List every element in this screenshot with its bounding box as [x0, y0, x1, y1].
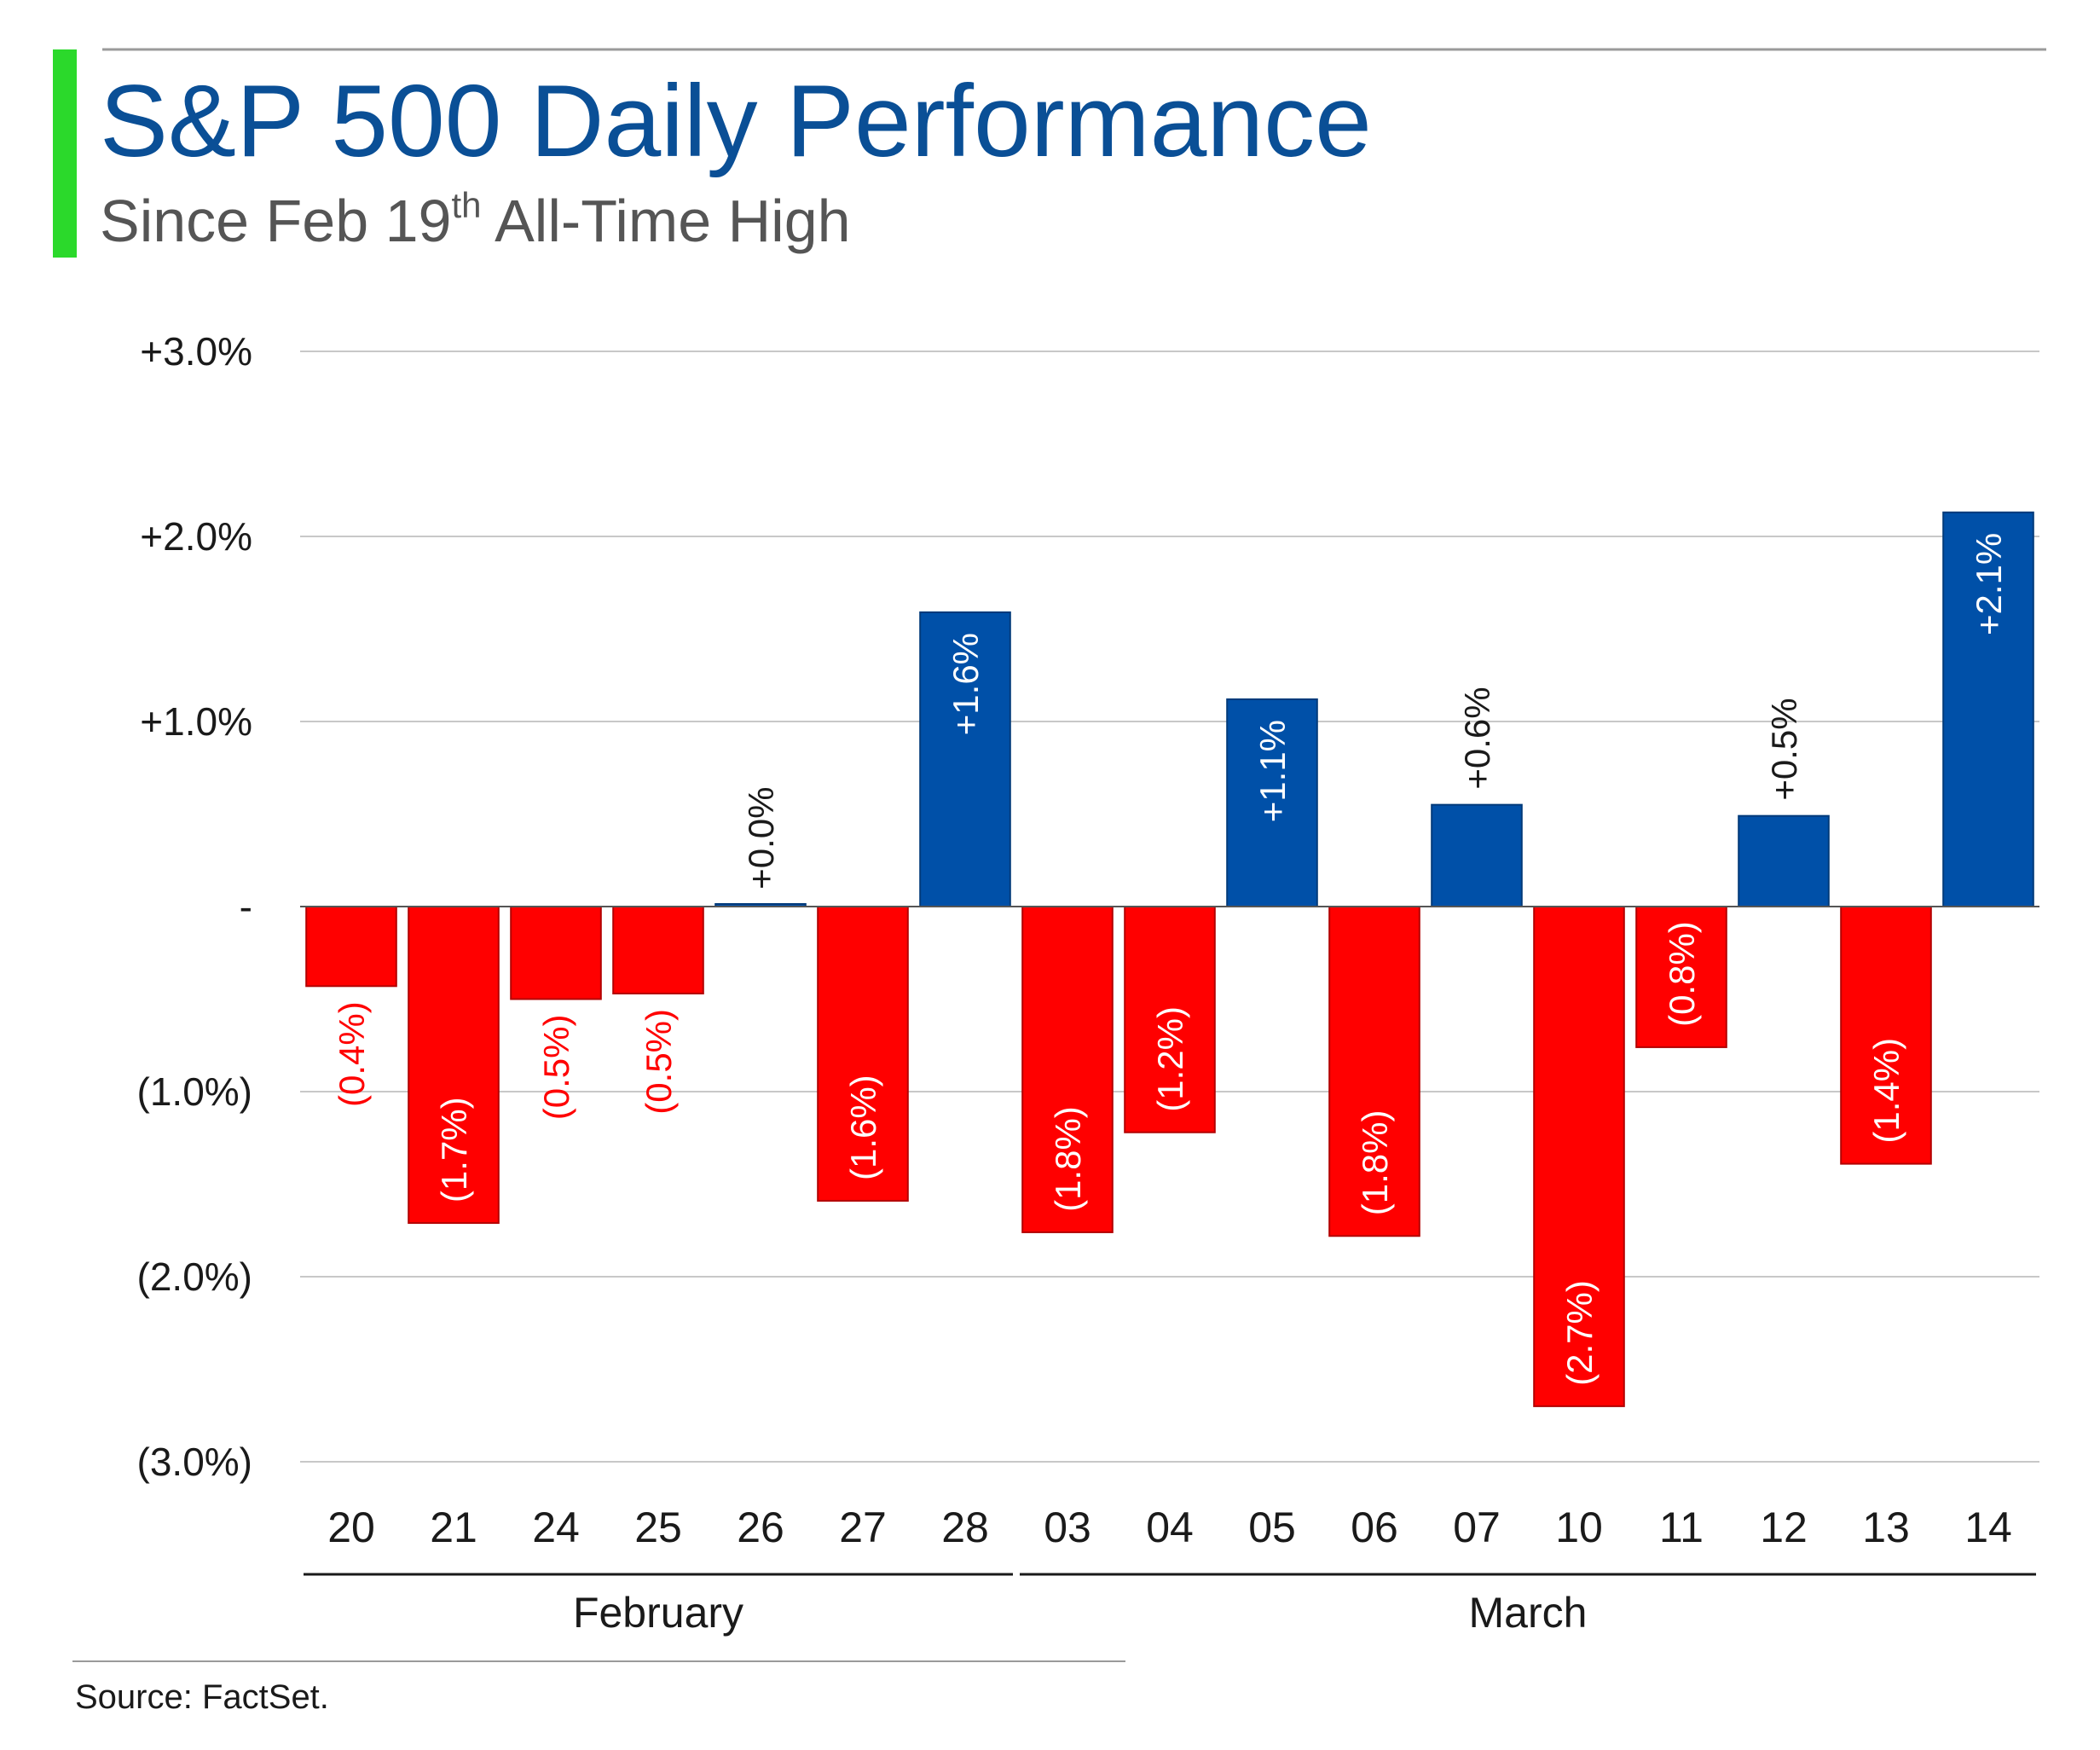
- x-tick-label: 25: [634, 1504, 682, 1551]
- x-tick-label: 06: [1351, 1504, 1398, 1551]
- data-label-25: (0.5%): [639, 1009, 679, 1115]
- data-label-24: (0.5%): [536, 1015, 576, 1121]
- x-tick-label: 13: [1862, 1504, 1910, 1551]
- x-tick-label: 27: [839, 1504, 887, 1551]
- bar-03: [1021, 906, 1114, 1233]
- data-label-03: (1.8%): [1048, 1106, 1088, 1212]
- data-label-04: (1.2%): [1150, 1006, 1190, 1112]
- x-tick-label: 20: [327, 1504, 375, 1551]
- x-tick-label: 11: [1659, 1504, 1704, 1551]
- data-labels: (0.4%) (1.7%) (0.5%) (0.5%) +0.0% (1.6%) +1.6%…: [332, 533, 2009, 1386]
- x-axis-tick-labels: 20 21 24 25 26 27 28 03 04 05 06 07 10 11 12 13 14: [327, 1504, 2012, 1551]
- bar-11: [1635, 906, 1727, 1048]
- data-label-10: (2.7%): [1559, 1280, 1600, 1386]
- data-label-27: (1.6%): [843, 1075, 883, 1180]
- y-tick-label: +3.0%: [140, 329, 252, 374]
- bar-28: [919, 611, 1011, 907]
- chart-title: S&P 500 Daily Performance: [100, 64, 1372, 178]
- y-axis-tick-labels: +3.0% +2.0% +1.0% - (1.0%) (2.0%) (3.0%): [137, 329, 252, 1484]
- bar-07: [1431, 803, 1523, 908]
- bar-10: [1533, 906, 1625, 1407]
- x-tick-label: 28: [941, 1504, 989, 1551]
- y-tick-label: +2.0%: [140, 514, 252, 559]
- bar-04: [1124, 906, 1216, 1133]
- bar-24: [510, 906, 602, 1000]
- x-tick-label: 10: [1555, 1504, 1603, 1551]
- data-label-13: (1.4%): [1866, 1038, 1906, 1144]
- bar-12: [1738, 814, 1830, 907]
- x-tick-label: 04: [1146, 1504, 1194, 1551]
- data-label-21: (1.7%): [434, 1097, 474, 1202]
- bar-13: [1840, 906, 1932, 1165]
- data-label-07: +0.6%: [1457, 687, 1497, 789]
- bar-21: [408, 906, 500, 1225]
- bar-27: [817, 906, 909, 1202]
- x-tick-label: 26: [737, 1504, 784, 1551]
- source-note: Source: FactSet.: [75, 1678, 329, 1716]
- bar-25: [612, 906, 704, 994]
- y-tick-label: +1.0%: [140, 699, 252, 744]
- y-tick-label: (2.0%): [137, 1255, 252, 1299]
- data-label-28: +1.6%: [946, 633, 986, 735]
- data-label-14: +2.1%: [1969, 533, 2009, 635]
- x-tick-label: 05: [1248, 1504, 1296, 1551]
- group-label-march: March: [1469, 1589, 1588, 1637]
- x-tick-label: 14: [1964, 1504, 2012, 1551]
- bar-14: [1942, 511, 2034, 907]
- data-label-06: (1.8%): [1355, 1110, 1395, 1216]
- x-tick-label: 07: [1453, 1504, 1501, 1551]
- x-tick-label: 24: [532, 1504, 580, 1551]
- y-tick-label: (3.0%): [137, 1440, 252, 1484]
- data-label-20: (0.4%): [332, 1001, 372, 1107]
- accent-bar: [53, 49, 77, 258]
- data-label-26: +0.0%: [741, 787, 781, 889]
- x-tick-label: 12: [1760, 1504, 1808, 1551]
- bar-20: [305, 906, 397, 988]
- chart-subtitle: Since Feb 19th All-Time High: [100, 185, 851, 254]
- subtitle-main: Since Feb 19: [100, 188, 451, 254]
- data-label-12: +0.5%: [1764, 698, 1804, 800]
- y-tick-label: (1.0%): [137, 1069, 252, 1114]
- month-groups: February March: [304, 1573, 2036, 1637]
- data-label-05: +1.1%: [1252, 720, 1293, 822]
- x-tick-label: 03: [1044, 1504, 1091, 1551]
- group-label-february: February: [573, 1589, 743, 1637]
- bar-05: [1226, 698, 1318, 908]
- x-tick-label: 21: [430, 1504, 477, 1551]
- subtitle-rest: All-Time High: [482, 188, 851, 254]
- data-label-11: (0.8%): [1662, 921, 1702, 1027]
- subtitle-superscript: th: [451, 185, 481, 225]
- bars: [305, 511, 2034, 1407]
- bar-06: [1328, 906, 1420, 1237]
- y-tick-label: -: [240, 884, 252, 929]
